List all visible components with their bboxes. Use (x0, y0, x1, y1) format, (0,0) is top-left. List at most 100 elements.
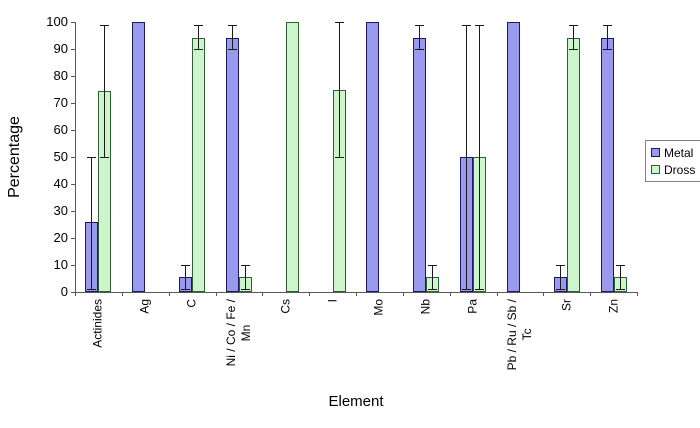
y-tick (71, 265, 75, 266)
y-tick (71, 238, 75, 239)
error-bar-cap-bottom (87, 289, 96, 290)
y-tick-label: 20 (53, 230, 68, 245)
x-category-label-7: Nb (418, 299, 433, 315)
error-bar-cap-top (556, 265, 565, 266)
error-bar-line (232, 25, 233, 49)
y-tick (71, 22, 75, 23)
y-tick-label: 50 (53, 149, 68, 164)
error-bar-line (479, 25, 480, 289)
y-tick (71, 211, 75, 212)
bar-metal-7 (413, 38, 426, 292)
bar-metal-6 (366, 22, 379, 292)
error-bar-line (573, 25, 574, 49)
x-category-label-5: I (325, 299, 340, 303)
error-bar-line (560, 265, 561, 289)
error-bar-cap-top (241, 265, 250, 266)
x-category-label-10: Sr (559, 299, 574, 311)
error-bar-cap-top (228, 25, 237, 26)
error-bar-cap-top (87, 157, 96, 158)
error-bar-cap-bottom (428, 289, 437, 290)
error-bar-cap-top (462, 25, 471, 26)
error-bar-cap-bottom (462, 289, 471, 290)
x-tick (543, 292, 544, 296)
error-bar-cap-top (100, 25, 109, 26)
error-bar-cap-bottom (335, 157, 344, 158)
x-category-label-1: Ag (137, 299, 152, 314)
error-bar-cap-bottom (616, 289, 625, 290)
y-tick (71, 130, 75, 131)
error-bar-line (339, 22, 340, 157)
y-tick-label: 10 (53, 257, 68, 272)
x-tick (590, 292, 591, 296)
x-category-label-9: Pb / Ru / Sb / Tc (505, 299, 534, 371)
y-tick (71, 76, 75, 77)
x-tick (262, 292, 263, 296)
x-category-label-2: C (184, 299, 199, 308)
error-bar-cap-top (415, 25, 424, 26)
error-bar-line (198, 25, 199, 49)
x-category-label-3: Ni / Co / Fe / Mn (224, 299, 253, 367)
error-bar-line (245, 265, 246, 289)
x-category-label-11: Zn (606, 299, 621, 314)
y-axis-line (75, 22, 76, 296)
error-bar-cap-bottom (228, 49, 237, 50)
error-bar-cap-top (475, 25, 484, 26)
error-bar-cap-top (194, 25, 203, 26)
error-bar-line (185, 265, 186, 289)
x-tick (497, 292, 498, 296)
y-axis-title: Percentage (6, 116, 23, 198)
bar-dross-2 (192, 38, 205, 292)
y-tick-label: 40 (53, 176, 68, 191)
y-tick-label: 0 (60, 284, 68, 299)
y-tick-label: 80 (53, 68, 68, 83)
legend-label-metal: Metal (664, 145, 694, 160)
bar-metal-3 (226, 38, 239, 292)
x-category-label-4: Cs (278, 299, 293, 314)
y-tick (71, 184, 75, 185)
y-tick-label: 100 (46, 14, 68, 29)
y-tick (71, 157, 75, 158)
error-bar-line (91, 157, 92, 289)
error-bar-cap-top (603, 25, 612, 26)
error-bar-cap-bottom (603, 49, 612, 50)
error-bar-cap-top (181, 265, 190, 266)
x-tick (403, 292, 404, 296)
error-bar-cap-top (569, 25, 578, 26)
x-tick (309, 292, 310, 296)
x-tick (637, 292, 638, 296)
x-category-label-8: Pa (465, 299, 480, 314)
legend-swatch-metal (651, 148, 660, 157)
bar-metal-1 (132, 22, 145, 292)
x-tick (216, 292, 217, 296)
error-bar-cap-bottom (194, 49, 203, 50)
error-bar-cap-bottom (241, 289, 250, 290)
bar-dross-10 (567, 38, 580, 292)
legend-item-metal: Metal (651, 144, 695, 161)
y-tick (71, 103, 75, 104)
legend-label-dross: Dross (664, 162, 696, 177)
error-bar-cap-top (428, 265, 437, 266)
x-tick (122, 292, 123, 296)
error-bar-cap-bottom (569, 49, 578, 50)
x-tick (356, 292, 357, 296)
x-category-label-0: Actinides (90, 299, 105, 348)
error-bar-cap-top (616, 265, 625, 266)
error-bar-line (432, 265, 433, 289)
bar-metal-11 (601, 38, 614, 292)
error-bar-line (620, 265, 621, 289)
x-tick (169, 292, 170, 296)
y-tick (71, 49, 75, 50)
error-bar-cap-bottom (181, 289, 190, 290)
error-bar-cap-bottom (556, 289, 565, 290)
error-bar-line (607, 25, 608, 49)
error-bar-cap-top (335, 22, 344, 23)
error-bar-line (104, 25, 105, 157)
y-tick-label: 70 (53, 95, 68, 110)
error-bar-cap-bottom (100, 157, 109, 158)
legend-item-dross: Dross (651, 161, 695, 178)
y-tick (71, 292, 75, 293)
bar-metal-9 (507, 22, 520, 292)
error-bar-line (419, 25, 420, 49)
x-axis-title: Element (328, 393, 384, 410)
x-category-label-6: Mo (371, 299, 386, 316)
